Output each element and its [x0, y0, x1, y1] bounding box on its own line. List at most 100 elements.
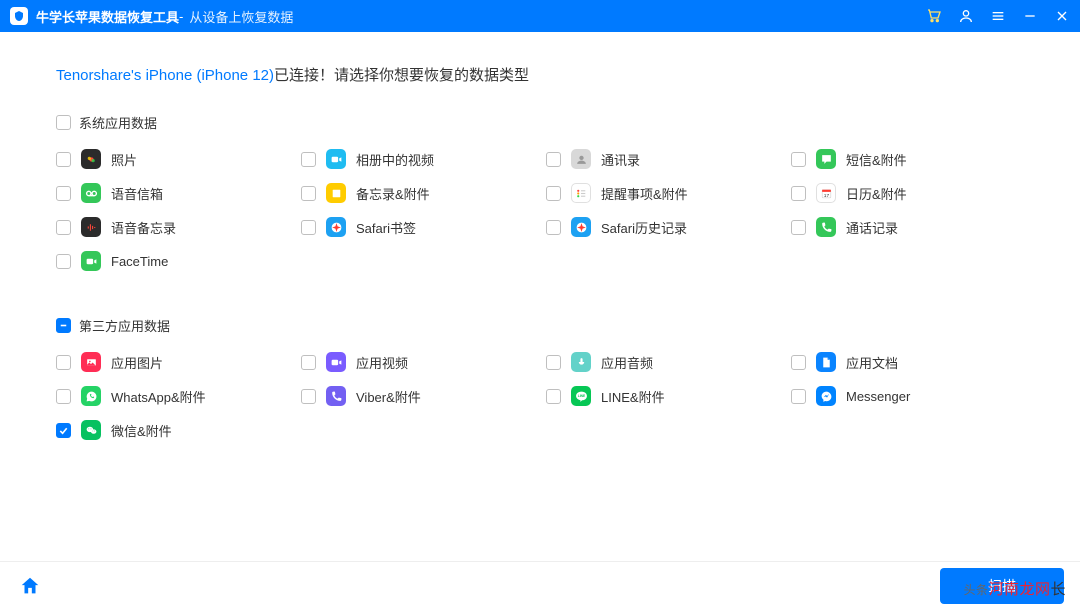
data-type-label: Messenger [846, 389, 910, 404]
close-button[interactable] [1054, 8, 1070, 24]
data-type-item[interactable]: Safari历史记录 [546, 216, 779, 238]
data-type-label: 通讯录 [601, 150, 640, 169]
section-header: 系统应用数据 [56, 113, 1024, 132]
title-separator: - [179, 9, 183, 24]
video-icon [326, 149, 346, 169]
data-type-grid: 应用图片应用视频应用音频应用文档WhatsApp&附件Viber&附件LINEL… [56, 351, 1024, 441]
data-type-item[interactable]: Safari书签 [301, 216, 534, 238]
data-type-item[interactable]: FaceTime [56, 250, 289, 272]
window-controls [926, 8, 1070, 24]
data-type-item[interactable]: 应用文档 [791, 351, 1024, 373]
checkbox[interactable] [546, 389, 561, 404]
checkbox[interactable] [56, 186, 71, 201]
data-type-label: WhatsApp&附件 [111, 387, 206, 406]
title-subtitle: 从设备上恢复数据 [189, 7, 293, 26]
data-type-item[interactable]: 提醒事项&附件 [546, 182, 779, 204]
data-type-label: 相册中的视频 [356, 150, 434, 169]
checkbox[interactable] [546, 186, 561, 201]
appimg-icon [81, 352, 101, 372]
data-type-item[interactable]: 语音备忘录 [56, 216, 289, 238]
data-type-item[interactable]: 相册中的视频 [301, 148, 534, 170]
voicemail-icon [81, 183, 101, 203]
checkbox[interactable] [301, 186, 316, 201]
data-type-item[interactable]: 通讯录 [546, 148, 779, 170]
viber-icon [326, 386, 346, 406]
messenger-icon [816, 386, 836, 406]
checkbox[interactable] [546, 152, 561, 167]
checkbox[interactable] [301, 389, 316, 404]
checkbox[interactable] [56, 389, 71, 404]
whatsapp-icon [81, 386, 101, 406]
data-type-item[interactable]: 应用图片 [56, 351, 289, 373]
checkbox[interactable] [791, 389, 806, 404]
data-type-label: 日历&附件 [846, 184, 907, 203]
appvid-icon [326, 352, 346, 372]
data-type-label: 备忘录&附件 [356, 184, 430, 203]
checkbox[interactable] [546, 220, 561, 235]
contacts-icon [571, 149, 591, 169]
voicememo-icon [81, 217, 101, 237]
svg-text:17: 17 [823, 192, 829, 198]
cart-icon[interactable] [926, 8, 942, 24]
data-type-item[interactable]: 应用音频 [546, 351, 779, 373]
facetime-icon [81, 251, 101, 271]
sms-icon [816, 149, 836, 169]
data-type-label: 语音信箱 [111, 184, 163, 203]
menu-icon[interactable] [990, 8, 1006, 24]
checkbox[interactable] [56, 220, 71, 235]
appaudio-icon [571, 352, 591, 372]
checkbox[interactable] [791, 220, 806, 235]
safari-icon [326, 217, 346, 237]
data-type-item[interactable]: 通话记录 [791, 216, 1024, 238]
data-type-label: 应用文档 [846, 353, 898, 372]
data-type-item[interactable]: Messenger [791, 385, 1024, 407]
data-type-label: 通话记录 [846, 218, 898, 237]
data-type-label: 语音备忘录 [111, 218, 176, 237]
checkbox[interactable] [56, 355, 71, 370]
checkbox[interactable] [791, 152, 806, 167]
data-type-item[interactable]: 语音信箱 [56, 182, 289, 204]
notes-icon [326, 183, 346, 203]
checkbox[interactable] [301, 220, 316, 235]
app-window: 牛学长苹果数据恢复工具 - 从设备上恢复数据 Tenorshare's iPho… [0, 0, 1080, 609]
section-title: 第三方应用数据 [79, 316, 170, 335]
section-title: 系统应用数据 [79, 113, 157, 132]
page-heading: Tenorshare's iPhone (iPhone 12)已连接！请选择你想… [56, 64, 1024, 85]
scan-button[interactable]: 扫描 [940, 568, 1064, 604]
checkbox[interactable] [791, 186, 806, 201]
minimize-button[interactable] [1022, 8, 1038, 24]
data-type-item[interactable]: 照片 [56, 148, 289, 170]
heading-rest: 已连接！请选择你想要恢复的数据类型 [274, 67, 529, 84]
app-logo [10, 7, 28, 25]
data-type-item[interactable]: 17 日历&附件 [791, 182, 1024, 204]
checkbox[interactable] [301, 152, 316, 167]
data-type-item[interactable]: LINE LINE&附件 [546, 385, 779, 407]
user-icon[interactable] [958, 8, 974, 24]
data-type-label: FaceTime [111, 254, 168, 269]
data-type-label: 应用视频 [356, 353, 408, 372]
data-type-item[interactable]: 应用视频 [301, 351, 534, 373]
checkbox[interactable] [56, 318, 71, 333]
data-type-label: LINE&附件 [601, 387, 665, 406]
phone-icon [816, 217, 836, 237]
checkbox[interactable] [56, 423, 71, 438]
device-name: Tenorshare's iPhone (iPhone 12) [56, 67, 274, 84]
data-type-item[interactable]: Viber&附件 [301, 385, 534, 407]
data-type-item[interactable]: 备忘录&附件 [301, 182, 534, 204]
footer-bar: 扫描 [0, 561, 1080, 609]
checkbox[interactable] [56, 254, 71, 269]
line-icon: LINE [571, 386, 591, 406]
data-type-item[interactable]: WhatsApp&附件 [56, 385, 289, 407]
section-header: 第三方应用数据 [56, 316, 1024, 335]
calendar-icon: 17 [816, 183, 836, 203]
checkbox[interactable] [546, 355, 561, 370]
home-button[interactable] [16, 572, 44, 600]
safari-icon [571, 217, 591, 237]
data-type-item[interactable]: 短信&附件 [791, 148, 1024, 170]
checkbox[interactable] [301, 355, 316, 370]
checkbox[interactable] [56, 152, 71, 167]
checkbox[interactable] [791, 355, 806, 370]
checkbox[interactable] [56, 115, 71, 130]
data-type-item[interactable]: 微信&附件 [56, 419, 289, 441]
data-type-label: 应用图片 [111, 353, 163, 372]
